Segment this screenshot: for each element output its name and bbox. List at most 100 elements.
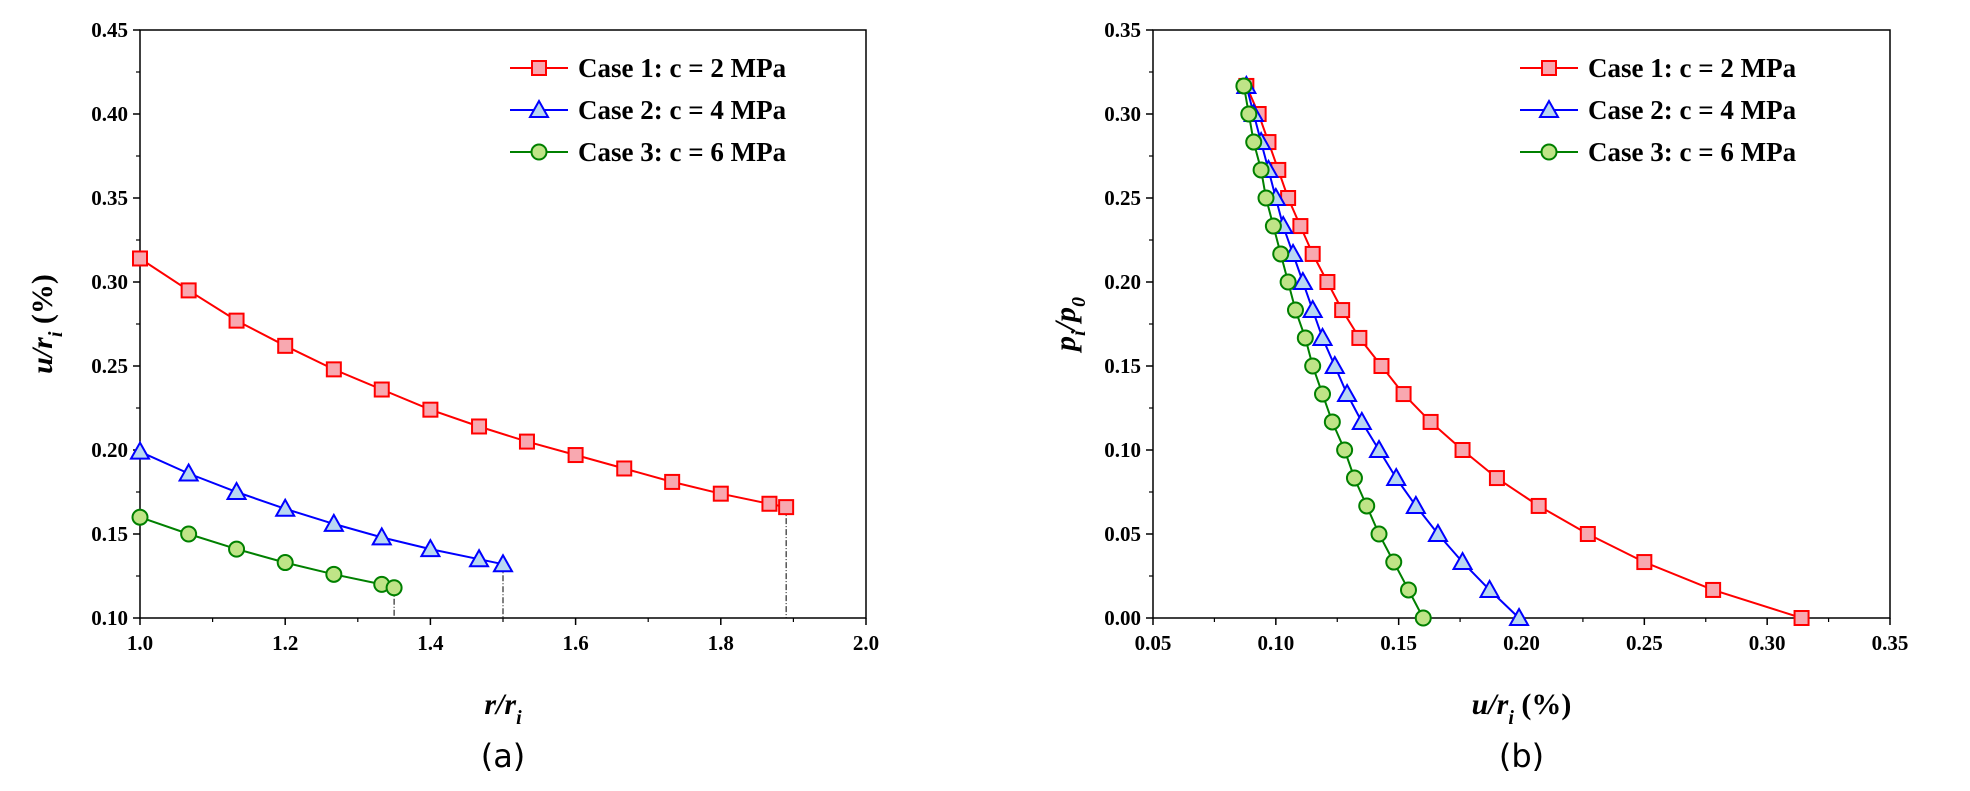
- data-point: [518, 433, 535, 450]
- x-tick-label: 1.0: [127, 631, 153, 655]
- x-tick-label: 0.05: [1135, 631, 1172, 655]
- data-point: [1508, 606, 1530, 626]
- data-point: [664, 473, 681, 490]
- data-point: [228, 540, 246, 558]
- data-point: [129, 440, 151, 460]
- data-point: [1530, 497, 1547, 514]
- chart-panel-b: 0.05 0.10 0.15 0.20 0.25 0.30 0.350.000.050.10…: [1049, 18, 1908, 775]
- data-point: [1351, 329, 1368, 346]
- data-point: [1304, 245, 1321, 262]
- y-tick-label: 0.35: [91, 186, 128, 210]
- legend-marker: [528, 98, 550, 118]
- y-tick-label: 0.05: [1104, 522, 1141, 546]
- series-line: [139, 450, 504, 566]
- y-tick-label: 0.15: [1104, 354, 1141, 378]
- data-point: [1272, 245, 1290, 263]
- legend-entry: Case 1: c = 2 MPa: [578, 53, 787, 83]
- y-tick-label: 0.30: [1104, 102, 1141, 126]
- data-point: [1370, 525, 1388, 543]
- data-point: [1279, 273, 1297, 291]
- y-tick-label: 0.25: [91, 354, 128, 378]
- x-tick-label: 2.0: [853, 631, 879, 655]
- data-point: [616, 460, 633, 477]
- x-tick-label: 0.35: [1872, 631, 1909, 655]
- y-axis-label-main: u/r: [26, 337, 59, 374]
- data-point: [492, 553, 514, 573]
- data-point: [1240, 105, 1258, 123]
- data-point: [373, 381, 390, 398]
- data-point: [1323, 413, 1341, 431]
- y-axis-label-sub2: 0: [1068, 297, 1090, 307]
- data-point: [1235, 77, 1253, 95]
- y-tick-label: 0.25: [1104, 186, 1141, 210]
- data-point: [1368, 438, 1390, 458]
- data-point: [1245, 133, 1263, 151]
- legend-entry: Case 2: c = 4 MPa: [1588, 95, 1797, 125]
- data-point: [1414, 609, 1432, 627]
- x-tick-label: 1.8: [708, 631, 734, 655]
- x-tick-label: 1.6: [562, 631, 588, 655]
- x-tick-label: 1.2: [272, 631, 298, 655]
- data-point: [1454, 442, 1471, 458]
- legend-marker: [530, 143, 548, 161]
- legend: Case 1: c = 2 MPa Case 2: c = 4 MPa Case 3…: [1520, 53, 1797, 167]
- data-point: [712, 485, 729, 502]
- data-point: [1451, 551, 1474, 571]
- x-axis-label: r/ri: [484, 688, 522, 729]
- legend-entry: Case 1: c = 2 MPa: [1588, 53, 1797, 83]
- data-point: [132, 250, 148, 267]
- data-point: [1264, 217, 1282, 235]
- data-point: [276, 554, 294, 572]
- x-axis-label-sub: i: [516, 707, 522, 729]
- data-point: [325, 361, 342, 378]
- legend-entry: Case 2: c = 4 MPa: [578, 95, 787, 125]
- data-point: [1286, 301, 1304, 319]
- data-point: [1314, 385, 1332, 403]
- y-tick-label: 0.20: [91, 438, 128, 462]
- data-point: [177, 462, 200, 482]
- data-point: [778, 499, 795, 516]
- data-point: [1252, 161, 1270, 179]
- data-point: [385, 579, 403, 597]
- data-point: [180, 282, 197, 299]
- data-point: [1705, 581, 1722, 598]
- y-tick-label: 0.40: [91, 102, 128, 126]
- data-point: [1296, 329, 1314, 347]
- data-point: [1579, 526, 1596, 542]
- y-axis-label: u/ri (%): [26, 274, 67, 374]
- y-tick-label: 0.35: [1104, 18, 1141, 42]
- data-point: [422, 401, 439, 418]
- y-axis-label-unit: (%): [26, 274, 59, 331]
- data-point: [419, 538, 442, 558]
- panel-label: (b): [1499, 737, 1544, 775]
- data-point: [1345, 469, 1363, 487]
- series-line: [139, 257, 787, 509]
- legend-entry: Case 3: c = 6 MPa: [1588, 137, 1797, 167]
- data-point: [1336, 441, 1354, 459]
- data-point: [1488, 470, 1505, 487]
- data-point: [1304, 357, 1322, 375]
- series-1: [132, 250, 795, 516]
- series-3: [1235, 77, 1432, 627]
- data-point: [325, 565, 343, 583]
- y-tick-label: 0.30: [91, 270, 128, 294]
- x-axis-label-main: r/r: [484, 688, 516, 721]
- data-point: [1334, 302, 1351, 319]
- y-axis-label-main2: /p: [1049, 307, 1082, 332]
- x-tick-label: 0.30: [1749, 631, 1786, 655]
- data-point: [225, 480, 248, 500]
- y-tick-label: 0.10: [1104, 438, 1141, 462]
- data-point: [323, 512, 345, 532]
- data-point: [1257, 189, 1275, 207]
- data-point: [277, 337, 294, 354]
- data-point: [1324, 354, 1346, 374]
- x-tick-label: 1.4: [417, 631, 444, 655]
- y-tick-label: 0.10: [91, 606, 128, 630]
- y-axis-label: pi/p0: [1049, 297, 1090, 354]
- x-tick-label: 0.25: [1626, 631, 1663, 655]
- data-point: [1395, 386, 1412, 403]
- x-axis-label-unit: (%): [1514, 688, 1571, 721]
- y-tick-label: 0.00: [1104, 606, 1141, 630]
- x-tick-label: 0.15: [1380, 631, 1417, 655]
